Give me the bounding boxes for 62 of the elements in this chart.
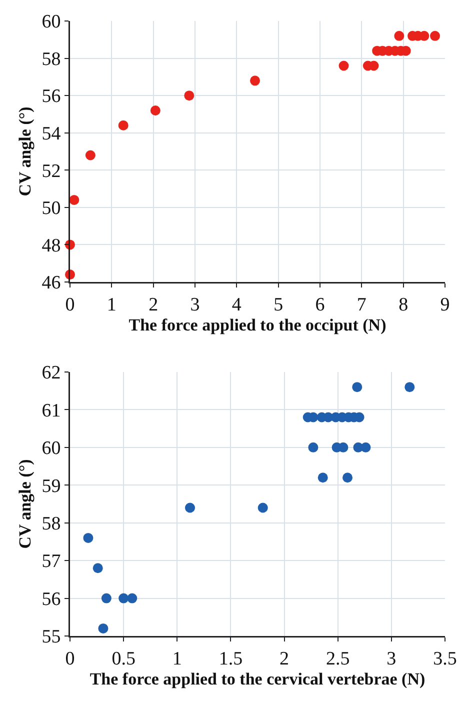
y-tick-label: 54 — [42, 124, 62, 145]
y-tick-label: 50 — [42, 198, 61, 220]
y-tick-label: 55 — [42, 626, 61, 648]
y-tick-label: 58 — [42, 514, 61, 535]
x-tick-label: 0 — [65, 294, 75, 316]
point — [338, 60, 349, 71]
y-tick-label: 60 — [42, 438, 61, 460]
point — [118, 593, 129, 604]
point — [150, 105, 160, 116]
x-axis-title: The force applied to the occiput (N) — [128, 315, 386, 334]
point — [184, 90, 194, 101]
x-tick-label: 0 — [65, 648, 75, 670]
y-tick-label: 48 — [42, 235, 61, 256]
y-tick-label: 56 — [42, 588, 61, 610]
x-tick-label: 3.5 — [433, 648, 457, 670]
y-axis-title: CV angle (°) — [16, 459, 34, 549]
y-tick-label: 52 — [42, 160, 61, 182]
point — [83, 532, 94, 543]
y-tick-label: 58 — [42, 48, 61, 70]
y-tick-label: 57 — [42, 551, 61, 572]
x-tick-label: 2 — [280, 648, 290, 670]
point — [85, 150, 96, 160]
point — [258, 502, 268, 513]
y-tick-label: 62 — [42, 362, 61, 384]
x-tick-label: 1 — [172, 648, 182, 670]
x-tick-label: 3 — [386, 648, 396, 670]
point — [118, 120, 128, 130]
point — [404, 382, 415, 392]
point — [360, 442, 371, 452]
point — [98, 623, 108, 634]
x-tick-label: 0.5 — [112, 648, 136, 670]
x-tick-label: 2.5 — [326, 648, 350, 670]
x-axis-title: The force applied to the cervical vertebrae (N) — [90, 669, 426, 688]
x-tick-label: 1.5 — [218, 648, 243, 670]
y-tick-label: 56 — [42, 86, 61, 108]
x-tick-label: 3 — [190, 294, 200, 316]
point — [69, 194, 80, 205]
x-tick-label: 6 — [315, 294, 325, 316]
y-axis-title: CV angle (°) — [16, 106, 34, 196]
point — [185, 502, 195, 513]
x-tick-label: 2 — [148, 294, 158, 316]
point — [127, 593, 138, 604]
x-tick-label: 4 — [232, 294, 242, 316]
y-tick-label: 46 — [42, 272, 61, 294]
x-tick-label: 8 — [398, 294, 408, 316]
y-tick-label: 61 — [42, 400, 61, 422]
point — [101, 593, 112, 604]
x-tick-label: 9 — [440, 294, 450, 316]
point — [342, 472, 352, 483]
point — [92, 563, 103, 574]
x-tick-label: 1 — [106, 294, 116, 316]
point — [318, 472, 328, 483]
y-tick-label: 59 — [42, 476, 61, 497]
point — [352, 382, 362, 392]
x-tick-label: 7 — [356, 294, 366, 316]
point — [394, 30, 404, 41]
point — [308, 442, 318, 452]
point — [338, 442, 348, 452]
y-tick-label: 60 — [42, 12, 61, 33]
x-tick-label: 5 — [274, 294, 284, 316]
point — [250, 76, 260, 86]
point — [430, 30, 440, 41]
